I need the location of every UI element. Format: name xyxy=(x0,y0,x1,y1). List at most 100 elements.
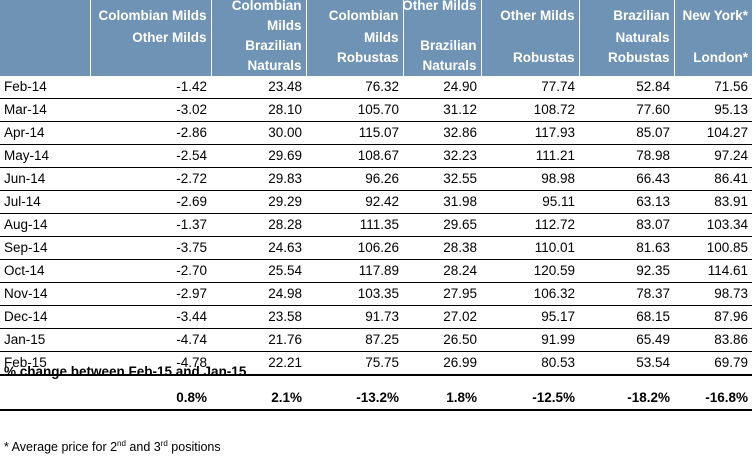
table-cell: 23.48 xyxy=(211,76,306,99)
column-header-line: Naturals xyxy=(422,58,477,73)
row-month: Mar-14 xyxy=(0,98,90,122)
table-cell: 78.98 xyxy=(579,144,674,168)
table-cell: 21.76 xyxy=(211,328,306,352)
table-row: Nov-14 -2.97 24.98 103.35 27.95 106.32 78.37 98… xyxy=(0,282,752,306)
table-cell: 112.72 xyxy=(481,213,579,237)
table-cell: 110.01 xyxy=(481,236,579,260)
column-header-line: New York* xyxy=(682,8,748,23)
column-header-5: Other Milds Robustas xyxy=(481,0,580,76)
table-cell: 95.11 xyxy=(481,190,579,214)
table-cell: -4.78 xyxy=(90,351,211,376)
table-cell: 24.63 xyxy=(211,236,306,260)
table-row: Sep-14 -3.75 24.63 106.26 28.38 110.01 81.63 10… xyxy=(0,236,752,260)
table-cell: 53.54 xyxy=(579,351,674,376)
table-cell: 22.21 xyxy=(211,351,306,376)
table-row: Apr-14 -2.86 30.00 115.07 32.86 117.93 85.07 10… xyxy=(0,121,752,145)
table-cell: 120.59 xyxy=(481,259,579,283)
table-cell: 28.28 xyxy=(211,213,306,237)
table-cell: 24.98 xyxy=(211,282,306,306)
table-cell: 29.65 xyxy=(403,213,481,237)
table-row: Jun-14 -2.72 29.83 96.26 32.55 98.98 66.43 86.4… xyxy=(0,167,752,191)
column-header-line: Other Milds xyxy=(402,0,477,13)
table-cell: -2.97 xyxy=(90,282,211,306)
table-cell: 52.84 xyxy=(579,76,674,99)
table-cell: 30.00 xyxy=(211,121,306,145)
column-header-line: Milds xyxy=(363,30,399,45)
table-cell: 106.32 xyxy=(481,282,579,306)
column-header-line: Colombian xyxy=(328,8,399,23)
table-cell: 106.26 xyxy=(306,236,403,260)
table-cell: 29.83 xyxy=(211,167,306,191)
table-row: Feb-15 -4.78 22.21 75.75 26.99 80.53 53.54 69.7… xyxy=(0,351,752,376)
table-cell: 100.85 xyxy=(674,236,752,260)
table-cell: 87.96 xyxy=(674,305,752,329)
column-header-line: Naturals xyxy=(247,58,302,73)
table-cell: -3.75 xyxy=(90,236,211,260)
table-cell: 32.55 xyxy=(403,167,481,191)
table-body: Feb-14 -1.42 23.48 76.32 24.90 77.74 52.84 71.5… xyxy=(0,76,752,376)
column-header-2: Colombian Milds Brazilian Naturals xyxy=(211,0,307,76)
table-row: Dec-14 -3.44 23.58 91.73 27.02 95.17 68.15 87.9… xyxy=(0,305,752,329)
change-value: 1.8% xyxy=(446,390,477,405)
table-row: Mar-14 -3.02 28.10 105.70 31.12 108.72 77.60 95… xyxy=(0,98,752,122)
table-cell: 65.49 xyxy=(579,328,674,352)
table-cell: -2.70 xyxy=(90,259,211,283)
table-cell: 32.23 xyxy=(403,144,481,168)
row-month: Feb-15 xyxy=(0,351,90,376)
column-header-line: Milds xyxy=(266,18,302,33)
footnote: * Average price for 2nd and 3rd position… xyxy=(4,439,221,455)
row-month: Jul-14 xyxy=(0,190,90,214)
table-cell: 103.34 xyxy=(674,213,752,237)
change-value: -13.2% xyxy=(356,390,399,405)
column-header-line: Robustas xyxy=(607,50,670,65)
table-cell: 108.72 xyxy=(481,98,579,122)
column-header-line: Other Milds xyxy=(500,8,575,23)
table-cell: 76.32 xyxy=(306,76,403,99)
table-cell: 25.54 xyxy=(211,259,306,283)
table-cell: 92.42 xyxy=(306,190,403,214)
row-month: Jun-14 xyxy=(0,167,90,191)
table-cell: 83.86 xyxy=(674,328,752,352)
table-cell: 68.15 xyxy=(579,305,674,329)
table-cell: 27.02 xyxy=(403,305,481,329)
change-row-spacer xyxy=(0,386,90,409)
row-month: Jan-15 xyxy=(0,328,90,352)
table-cell: -1.42 xyxy=(90,76,211,99)
table-cell: 28.10 xyxy=(211,98,306,122)
table-row: Oct-14 -2.70 25.54 117.89 28.24 120.59 92.35 11… xyxy=(0,259,752,283)
column-header-6: Brazilian Naturals Robustas xyxy=(579,0,675,76)
table-cell: 98.98 xyxy=(481,167,579,191)
row-month: Oct-14 xyxy=(0,259,90,283)
table-cell: 23.58 xyxy=(211,305,306,329)
table-cell: -3.02 xyxy=(90,98,211,122)
column-header-4: Other Milds Brazilian Naturals xyxy=(402,0,482,76)
table-cell: 95.17 xyxy=(481,305,579,329)
table-cell: 96.26 xyxy=(306,167,403,191)
table-cell: 80.53 xyxy=(481,351,579,376)
header-blank xyxy=(0,0,91,76)
row-month: Sep-14 xyxy=(0,236,90,260)
table-cell: 24.90 xyxy=(403,76,481,99)
table-cell: 104.27 xyxy=(674,121,752,145)
column-header-7: New York* London* xyxy=(674,0,752,76)
row-month: Aug-14 xyxy=(0,213,90,237)
table-cell: 63.13 xyxy=(579,190,674,214)
column-header-line: Other Milds xyxy=(132,30,207,45)
change-value: -18.2% xyxy=(627,390,670,405)
column-header-line: Brazilian xyxy=(613,8,670,23)
table-cell: 26.50 xyxy=(403,328,481,352)
table-row: Feb-14 -1.42 23.48 76.32 24.90 77.74 52.84 71.5… xyxy=(0,76,752,99)
change-value: -12.5% xyxy=(532,390,575,405)
row-month: May-14 xyxy=(0,144,90,168)
table-cell: 83.91 xyxy=(674,190,752,214)
row-month: Feb-14 xyxy=(0,76,90,99)
table-row: Aug-14 -1.37 28.28 111.35 29.65 112.72 83.07 10… xyxy=(0,213,752,237)
table-cell: 66.43 xyxy=(579,167,674,191)
table-cell: -4.74 xyxy=(90,328,211,352)
table-cell: 83.07 xyxy=(579,213,674,237)
table-row: May-14 -2.54 29.69 108.67 32.23 111.21 78.98 97… xyxy=(0,144,752,168)
table-cell: 103.35 xyxy=(306,282,403,306)
change-row: 0.8% 2.1% -13.2% 1.8% -12.5% -18.2% -16.8% xyxy=(0,386,752,411)
table-cell: 81.63 xyxy=(579,236,674,260)
